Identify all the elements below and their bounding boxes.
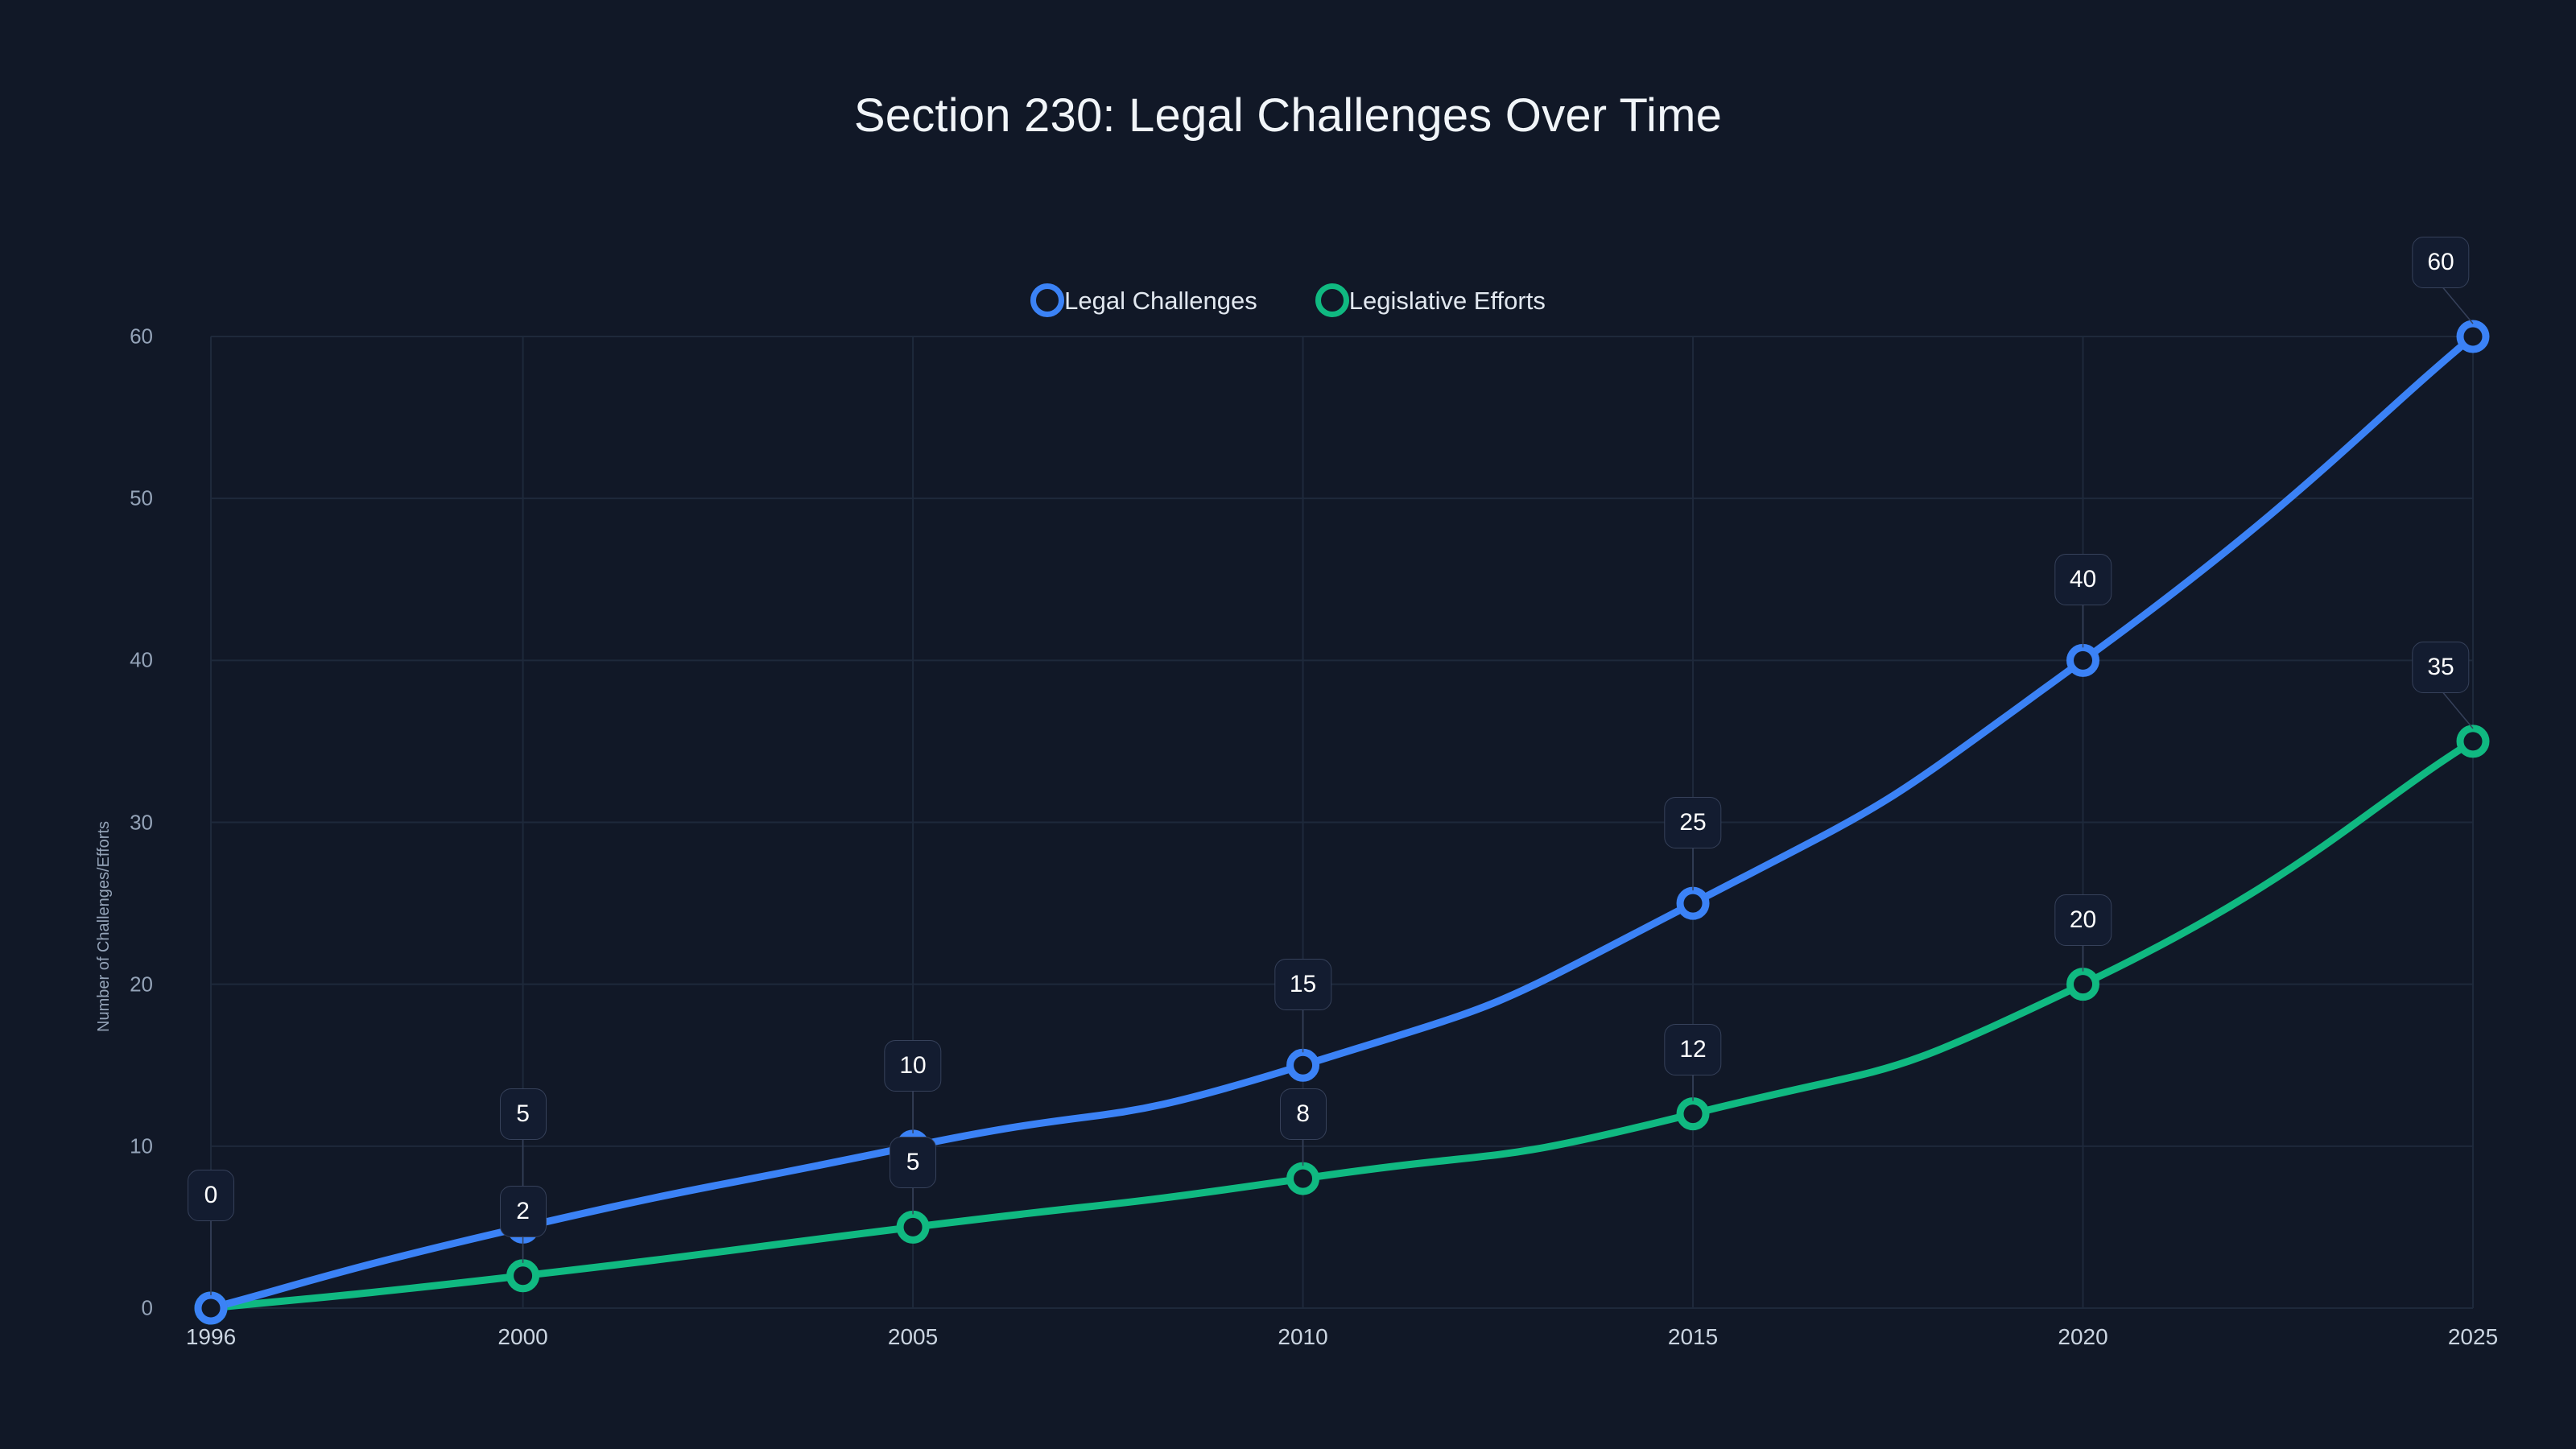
data-point-label: 15 (1274, 959, 1332, 1011)
y-axis-tick-label: 0 (141, 1295, 153, 1320)
legend-item-legislative-efforts[interactable]: Legislative Efforts (1315, 283, 1546, 317)
data-point-label: 5 (499, 1088, 547, 1141)
data-point-legislative-efforts[interactable] (2456, 724, 2490, 758)
data-point-legal-challenges[interactable] (1676, 886, 1710, 920)
x-axis-tick-label: 2005 (887, 1324, 939, 1349)
hollow-circle-marker-icon (2456, 320, 2490, 353)
x-axis-tick-label: 2025 (2447, 1324, 2499, 1349)
data-point-legal-challenges[interactable] (2066, 643, 2100, 677)
data-point-label: 25 (1664, 797, 1722, 849)
hollow-circle-marker-icon (2066, 643, 2100, 677)
y-axis-tick-label: 10 (130, 1133, 153, 1158)
data-point-label: 8 (1279, 1088, 1327, 1141)
data-point-label: 0 (188, 1170, 234, 1221)
data-point-legislative-efforts[interactable] (2066, 968, 2100, 1001)
legend-label: Legislative Efforts (1348, 286, 1546, 315)
data-point-label: 5 (890, 1137, 937, 1189)
data-point-label: 12 (1664, 1023, 1722, 1075)
chart-legend: Legal Challenges Legislative Efforts (0, 283, 2576, 317)
x-axis-tick-label: 2010 (1278, 1324, 1328, 1349)
hollow-circle-marker-icon (506, 1259, 540, 1293)
hollow-circle-marker-icon (1676, 886, 1710, 920)
legend-item-legal-challenges[interactable]: Legal Challenges (1030, 283, 1257, 317)
data-point-label: 35 (2412, 641, 2470, 693)
data-point-legal-challenges[interactable] (2456, 320, 2490, 353)
page-title: Section 230: Legal Challenges Over Time (853, 89, 1723, 142)
hollow-circle-marker-icon (1286, 1048, 1320, 1082)
data-point-legislative-efforts[interactable] (896, 1210, 930, 1244)
x-axis-tick-label: 2000 (497, 1324, 548, 1349)
data-point-label: 40 (2054, 554, 2112, 606)
ring-marker-icon (1030, 283, 1065, 317)
data-point-label: 60 (2412, 237, 2470, 288)
y-axis-tick-label: 50 (130, 485, 153, 510)
data-point-legal-challenges[interactable] (1286, 1048, 1320, 1082)
hollow-circle-marker-icon (2066, 968, 2100, 1001)
data-point-legal-challenges[interactable] (194, 1291, 228, 1325)
hollow-circle-marker-icon (194, 1291, 228, 1325)
y-axis-tick-label: 30 (130, 810, 153, 834)
legend-label: Legal Challenges (1064, 286, 1257, 315)
data-point-label: 2 (499, 1185, 547, 1237)
x-axis-tick-label: 1996 (185, 1324, 237, 1349)
ring-marker-icon (1315, 283, 1349, 317)
hollow-circle-marker-icon (1676, 1097, 1710, 1131)
data-point-legislative-efforts[interactable] (1286, 1162, 1320, 1195)
y-axis-tick-label: 20 (130, 972, 153, 997)
data-point-legislative-efforts[interactable] (1676, 1097, 1710, 1131)
x-axis-tick-label: 2020 (2058, 1324, 2108, 1349)
data-point-label: 10 (884, 1039, 942, 1092)
hollow-circle-marker-icon (2456, 724, 2490, 758)
hollow-circle-marker-icon (1286, 1162, 1320, 1195)
hollow-circle-marker-icon (896, 1210, 930, 1244)
y-axis-tick-label: 60 (130, 324, 153, 349)
data-point-label: 20 (2054, 894, 2112, 946)
data-point-legislative-efforts[interactable] (506, 1259, 540, 1293)
x-axis-tick-label: 2015 (1667, 1324, 1719, 1349)
y-axis-tick-label: 40 (130, 647, 153, 672)
